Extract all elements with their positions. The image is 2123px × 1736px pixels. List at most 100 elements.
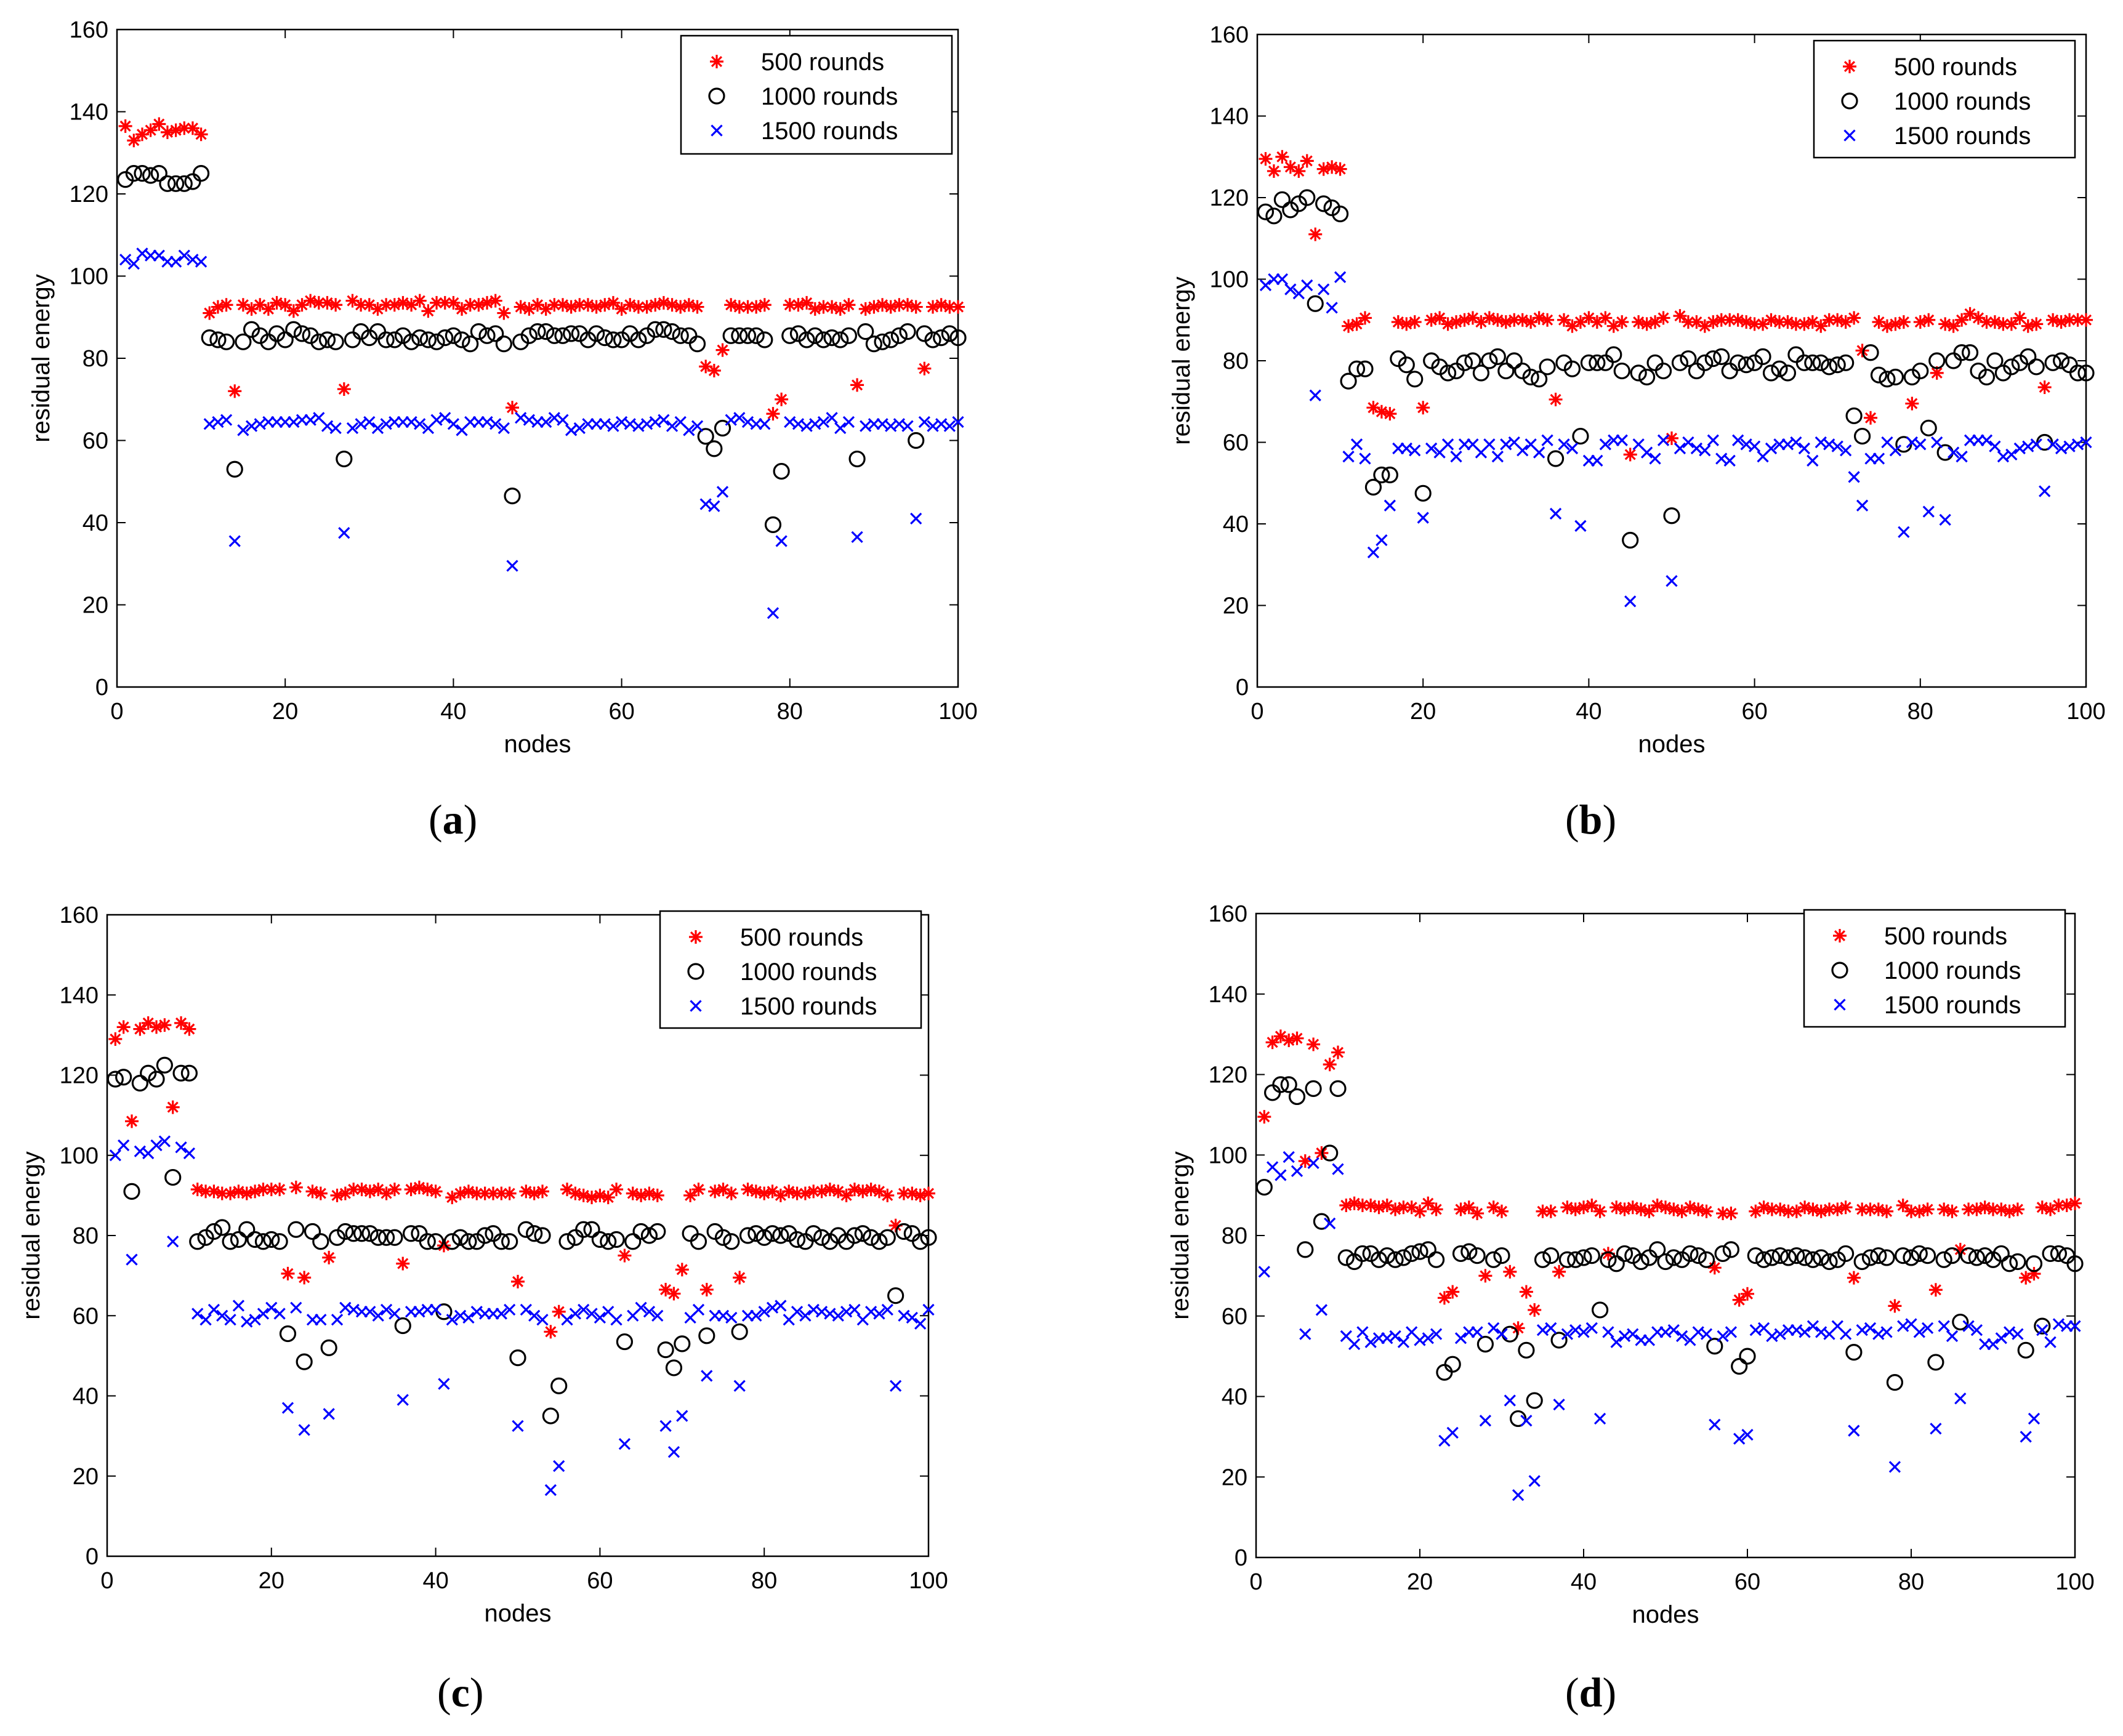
data-point <box>767 607 780 619</box>
data-point <box>1913 1326 1925 1338</box>
data-point <box>125 165 142 182</box>
data-point <box>618 1248 632 1263</box>
data-point <box>1738 356 1755 374</box>
data-point <box>1367 546 1380 559</box>
data-point <box>2021 319 2035 333</box>
data-point <box>1994 1202 2008 1216</box>
data-point <box>1555 354 1573 371</box>
data-point <box>1585 1322 1598 1334</box>
data-point <box>372 1309 384 1322</box>
data-point <box>2035 1200 2049 1215</box>
data-point <box>1489 348 1506 365</box>
data-point <box>1374 404 1388 419</box>
data-point <box>791 298 805 312</box>
data-point <box>606 295 620 310</box>
data-point <box>1862 344 1879 361</box>
data-point <box>119 254 132 266</box>
data-point <box>1640 317 1654 331</box>
data-point <box>386 1229 403 1246</box>
x-tick-label: 0 <box>110 699 123 725</box>
data-point <box>1714 1245 1731 1263</box>
data-point <box>1795 354 1813 371</box>
data-point <box>733 1271 747 1285</box>
data-point <box>1373 466 1390 484</box>
x-tick-label: 40 <box>422 1568 448 1594</box>
data-point <box>2034 1317 2051 1335</box>
data-point <box>472 416 485 428</box>
data-point <box>1922 313 1936 327</box>
data-point <box>320 295 334 310</box>
data-point <box>1419 1241 1436 1258</box>
data-point <box>1406 371 1424 388</box>
legend-box <box>680 34 953 155</box>
data-point <box>1723 454 1736 467</box>
y-tick-label: 80 <box>83 346 108 372</box>
data-point <box>1722 1241 1740 1258</box>
data-point <box>268 325 286 342</box>
data-point <box>327 333 344 350</box>
data-point <box>1577 1200 1590 1215</box>
data-point <box>1798 442 1810 455</box>
data-point <box>1283 1151 1295 1163</box>
data-point <box>651 1309 664 1322</box>
data-point <box>2053 352 2070 369</box>
data-point <box>1464 352 1481 369</box>
data-point <box>788 1231 806 1248</box>
data-point <box>1739 315 1754 329</box>
data-point <box>1806 1202 1820 1216</box>
data-point <box>933 329 950 347</box>
data-point <box>1903 368 1920 386</box>
data-point <box>1499 315 1513 329</box>
data-point <box>1496 1328 1508 1340</box>
x-tick-label: 40 <box>1571 1569 1597 1595</box>
data-point <box>1992 1245 2010 1263</box>
series-1000-rounds <box>1257 189 2095 549</box>
data-point <box>807 327 824 344</box>
data-point <box>243 321 260 338</box>
data-point <box>750 1309 762 1322</box>
data-point <box>707 364 721 378</box>
data-point <box>1547 450 1565 467</box>
data-point <box>145 249 157 262</box>
y-tick-label: 120 <box>1210 185 1249 211</box>
x-tick-label: 0 <box>100 1568 113 1594</box>
data-point <box>1861 1249 1879 1266</box>
data-point <box>1560 1200 1574 1215</box>
chart-panel-a: 0 20 40 60 80 100 0 20 40 60 80 100 120 140 160 nodes re… <box>0 0 1062 868</box>
data-point <box>832 331 849 348</box>
data-point <box>1446 1426 1459 1439</box>
data-point <box>1462 1200 1476 1215</box>
data-point <box>2066 1255 2084 1272</box>
data-point <box>1781 1204 1795 1218</box>
data-point <box>2020 348 2037 365</box>
data-point <box>1387 1251 1404 1268</box>
data-point <box>254 1233 272 1250</box>
data-point <box>262 416 275 428</box>
data-point <box>850 378 864 392</box>
data-point <box>649 1223 666 1240</box>
data-point <box>1864 411 1878 425</box>
data-point <box>683 1188 698 1202</box>
data-point <box>1507 313 1521 327</box>
data-point <box>1987 1338 1999 1351</box>
data-point <box>305 1184 320 1199</box>
data-point <box>238 1221 256 1238</box>
data-point <box>1814 1204 1828 1218</box>
data-point <box>815 1184 829 1199</box>
data-point <box>191 1308 204 1320</box>
y-tick-label: 140 <box>1210 104 1249 130</box>
data-point <box>839 1188 853 1202</box>
x-tick-label: 100 <box>909 1568 948 1594</box>
data-point <box>123 1183 140 1200</box>
data-point <box>582 418 594 430</box>
data-point <box>1733 1433 1746 1445</box>
data-point <box>635 1301 647 1314</box>
data-point <box>1649 452 1661 465</box>
data-point <box>882 331 900 348</box>
data-point <box>2017 1341 2034 1359</box>
data-point <box>1308 227 1323 241</box>
data-point <box>1821 358 1838 376</box>
data-point <box>528 1309 541 1322</box>
data-point <box>419 331 437 348</box>
data-point <box>1945 1204 1959 1218</box>
